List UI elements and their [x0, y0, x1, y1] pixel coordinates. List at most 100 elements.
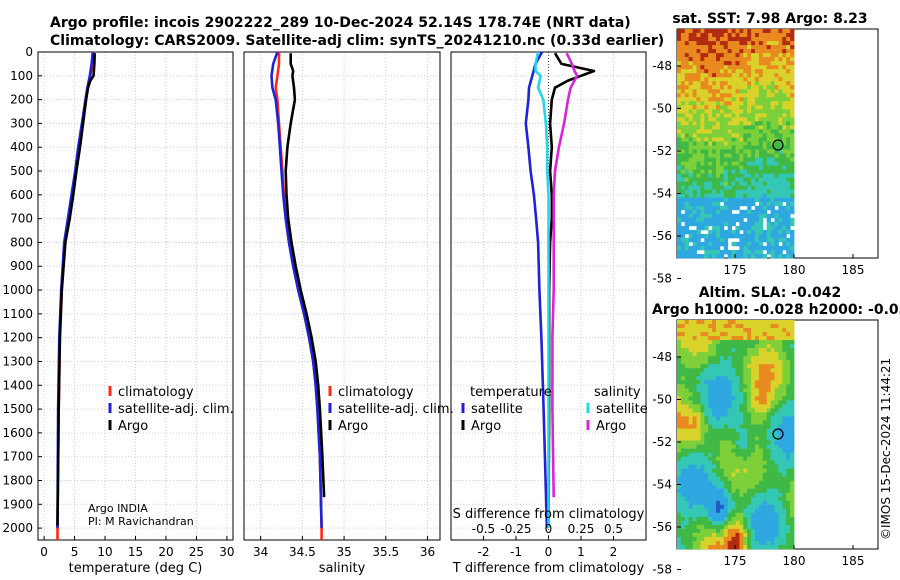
map-cell	[680, 129, 686, 134]
map-cell	[786, 368, 791, 373]
map-cell	[778, 360, 783, 365]
map-cell	[680, 109, 686, 114]
map-cell	[719, 388, 725, 393]
map-cell	[692, 209, 697, 215]
map-cell	[739, 476, 744, 482]
map-cell	[700, 545, 705, 550]
map-cell	[700, 193, 705, 199]
map-cell	[743, 484, 748, 490]
map-cell	[680, 149, 686, 154]
map-cell	[716, 388, 721, 393]
map-cell	[708, 241, 713, 247]
map-cell	[758, 73, 764, 78]
map-cell	[774, 173, 779, 178]
map-cell	[680, 512, 686, 518]
map-cell	[719, 500, 725, 506]
map-cell	[731, 400, 736, 405]
map-cell	[747, 500, 752, 506]
map-cell	[778, 340, 783, 345]
map-cell	[712, 85, 717, 90]
map-cell	[758, 250, 764, 255]
map-cell	[735, 73, 740, 78]
map-cell	[677, 69, 682, 74]
x-tick-label: 30	[219, 545, 234, 559]
map-cell	[751, 456, 756, 461]
map-cell	[786, 332, 791, 337]
map-cell	[762, 476, 768, 482]
map-cell	[719, 440, 725, 445]
map-cell	[751, 89, 756, 94]
map-cell	[712, 364, 717, 369]
map-cell	[770, 237, 775, 243]
map-cell	[735, 185, 740, 191]
map-cell	[778, 416, 783, 421]
map-cell	[727, 340, 732, 345]
map-cell	[758, 145, 764, 150]
map-cell	[727, 336, 732, 341]
map-cell	[708, 496, 713, 502]
map-cell	[762, 404, 768, 409]
map-cell	[708, 153, 713, 158]
map-cell	[696, 428, 701, 433]
map-cell	[700, 177, 705, 182]
map-cell	[751, 412, 756, 417]
map-cell	[677, 197, 682, 203]
map-cell	[743, 225, 748, 231]
map-cell	[766, 37, 771, 42]
map-cell	[762, 536, 768, 542]
map-cell	[735, 113, 740, 118]
map-cell	[677, 428, 682, 433]
map-cell	[774, 221, 779, 227]
map-cell	[708, 193, 713, 199]
map-cell	[680, 65, 686, 70]
map-cell	[735, 348, 740, 353]
map-cell	[774, 245, 779, 251]
map-cell	[778, 380, 783, 385]
map-cell	[786, 440, 791, 445]
map-cell	[680, 201, 686, 207]
map-cell	[719, 372, 725, 377]
map-cell	[680, 420, 686, 425]
map-cell	[786, 420, 791, 425]
map-cell	[692, 250, 697, 255]
map-cell	[766, 352, 771, 357]
map-cell	[747, 436, 752, 441]
map-cell	[708, 229, 713, 235]
map-cell	[786, 85, 791, 90]
map-cell	[727, 384, 732, 389]
map-cell	[700, 145, 705, 150]
map-cell	[774, 81, 779, 86]
map-cell	[755, 428, 760, 433]
map-cell	[751, 428, 756, 433]
map-cell	[766, 29, 771, 34]
map-cell	[770, 476, 775, 482]
map-cell	[723, 113, 729, 118]
map-cell	[723, 153, 729, 158]
map-cell	[770, 85, 775, 90]
map-cell	[700, 340, 705, 345]
map-cell	[774, 149, 779, 154]
map-cell	[743, 348, 748, 353]
map-cell	[747, 29, 752, 34]
map-cell	[677, 380, 682, 385]
map-cell	[704, 452, 709, 457]
map-cell	[684, 141, 690, 146]
map-cell	[735, 432, 740, 437]
map-lon-tick: 185	[842, 554, 865, 568]
map-cell	[762, 109, 768, 114]
map-cell	[755, 37, 760, 42]
map-cell	[677, 189, 682, 195]
map-cell	[677, 516, 682, 522]
map-cell	[692, 85, 697, 90]
map-cell	[731, 380, 736, 385]
map-cell	[677, 109, 682, 114]
map-cell	[688, 324, 693, 329]
map-cell	[712, 185, 717, 191]
map-cell	[739, 404, 744, 409]
map-cell	[758, 388, 764, 393]
map-cell	[716, 356, 721, 361]
map-cell	[680, 352, 686, 357]
map-cell	[739, 336, 744, 341]
map-cell	[778, 464, 783, 469]
map-cell	[731, 360, 736, 365]
